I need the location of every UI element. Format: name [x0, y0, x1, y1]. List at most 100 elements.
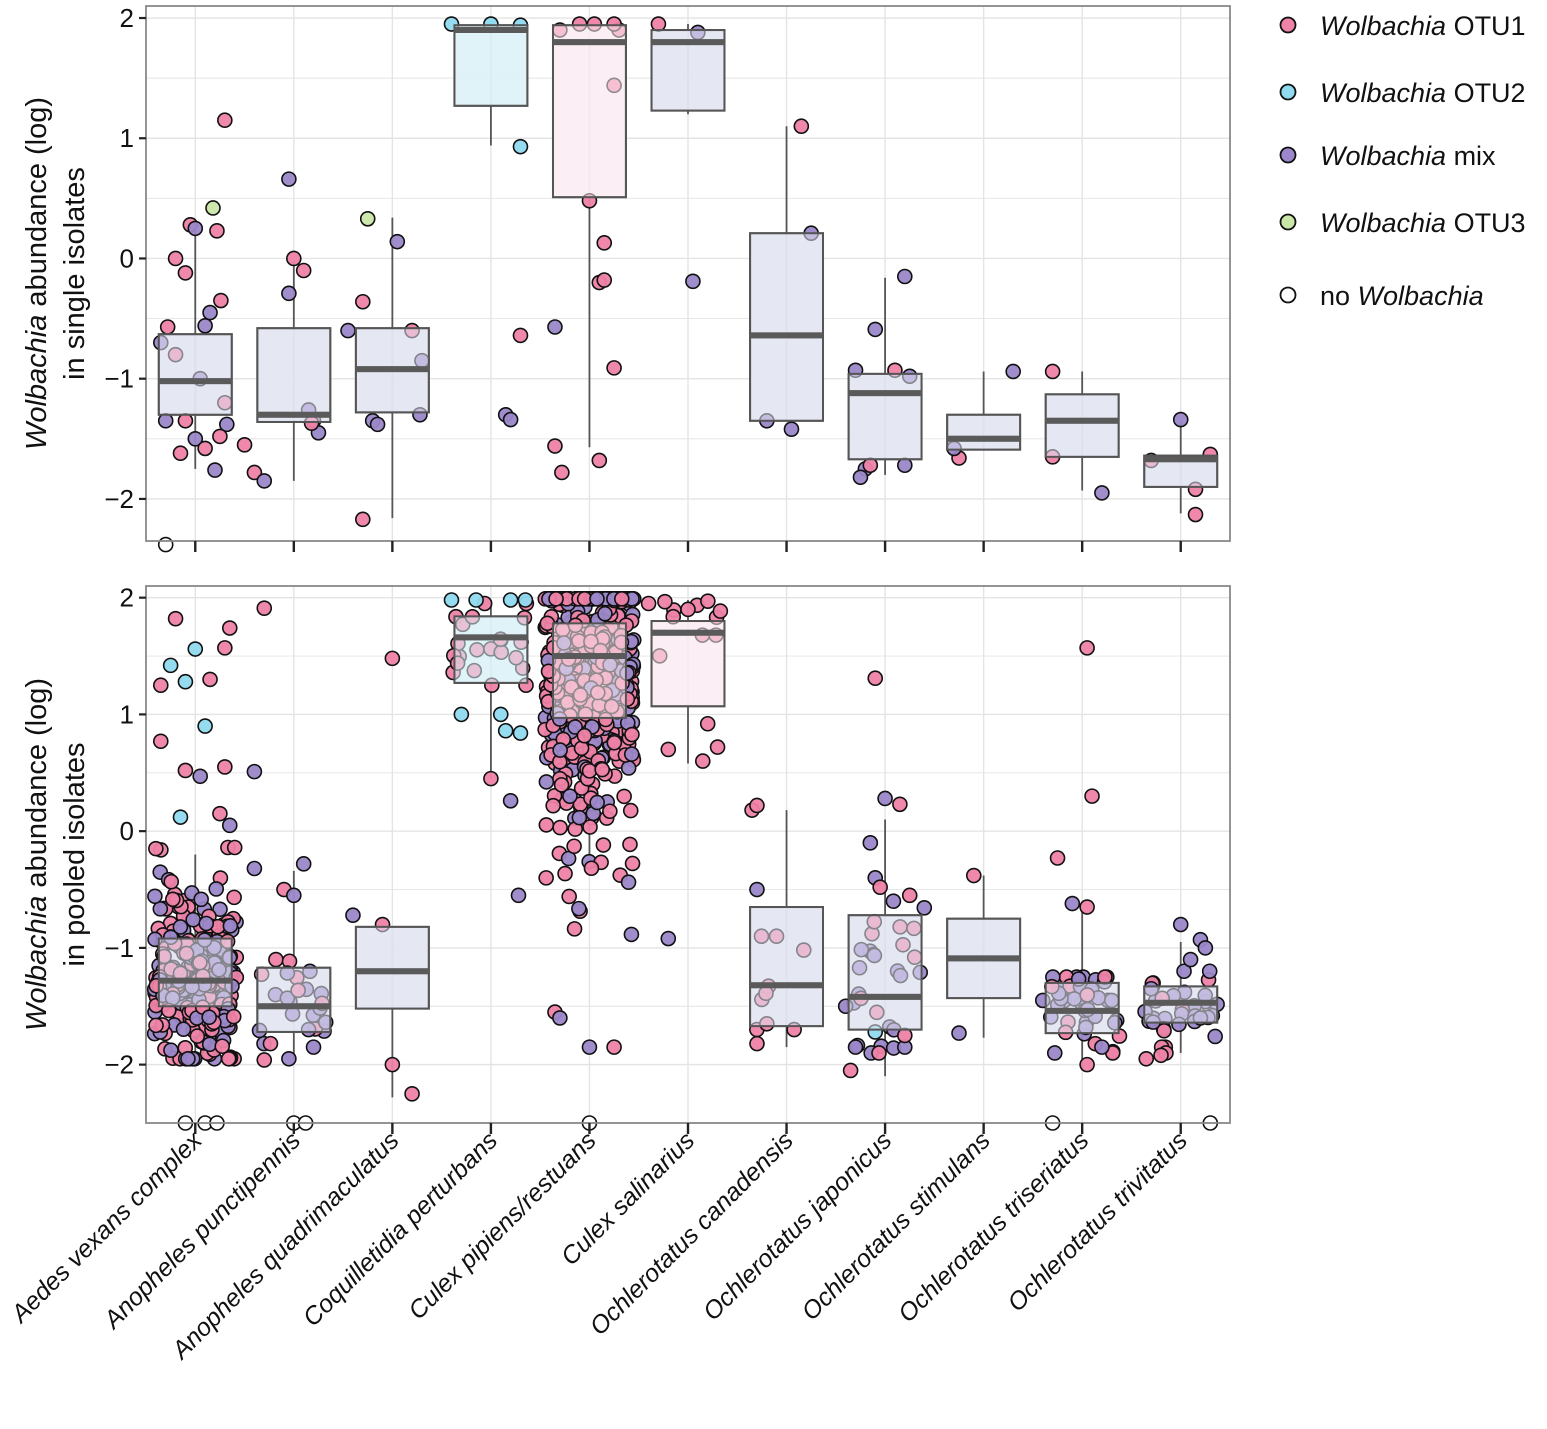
- data-point-otu2: [468, 592, 484, 608]
- data-point-otu1: [581, 763, 598, 779]
- data-point-otu1: [177, 762, 194, 779]
- data-point-otu1: [354, 293, 371, 310]
- legend-item-otu2: Wolbachia OTU2: [1279, 78, 1526, 108]
- legend-label-italic: Wolbachia: [1358, 281, 1484, 311]
- data-point-mix: [389, 233, 406, 250]
- data-point-mix: [1182, 951, 1199, 968]
- data-point-mix: [552, 1010, 568, 1026]
- data-point-mix: [885, 893, 902, 909]
- data-point-otu2: [453, 706, 470, 723]
- panel-single-isolates: 2 1 0 −1 −2 Wolbachia abundance (log) in singl…: [21, 3, 1231, 553]
- data-point-otu1: [606, 360, 622, 376]
- y-tick-label: 0: [120, 243, 134, 273]
- data-point-mix: [256, 473, 273, 489]
- legend-item-none: no Wolbachia: [1279, 281, 1484, 311]
- legend-label-otu1: Wolbachia OTU1: [1320, 11, 1526, 41]
- box-overlay: [453, 24, 529, 107]
- data-point-mix: [623, 746, 640, 762]
- data-point-mix: [896, 457, 913, 474]
- box-overlay: [453, 615, 529, 684]
- data-point-mix: [867, 321, 884, 338]
- data-point-otu1: [384, 1056, 401, 1073]
- data-point-otu1: [548, 591, 564, 607]
- legend-item-otu3: Wolbachia OTU3: [1279, 208, 1526, 238]
- data-point-otu1: [221, 620, 238, 636]
- data-point-otu1: [596, 272, 613, 288]
- data-point-mix: [202, 304, 218, 321]
- data-point-otu1: [286, 250, 302, 267]
- data-point-mix: [581, 1039, 598, 1055]
- x-category-label: Ochlerotatus canadensis: [584, 1126, 798, 1340]
- data-point-mix: [369, 416, 386, 433]
- data-point-mix: [1094, 1039, 1110, 1055]
- data-point-otu1: [538, 817, 555, 833]
- data-point-otu1: [220, 1050, 237, 1067]
- y-axis-label: Wolbachia abundance (log): [21, 97, 53, 450]
- data-point-otu1: [622, 836, 638, 853]
- y-axis-label-italic: Wolbachia: [21, 896, 53, 1031]
- data-point-otu1: [148, 840, 164, 857]
- data-point-mix: [916, 900, 933, 916]
- data-point-mix: [589, 794, 605, 811]
- data-point-otu2: [197, 718, 213, 734]
- box-overlay: [946, 413, 1022, 451]
- legend-marker-otu1: [1279, 16, 1297, 34]
- x-category-label: Ochlerotatus japonicus: [698, 1126, 898, 1326]
- data-point-otu1: [236, 437, 253, 453]
- data-point-mix: [562, 788, 578, 804]
- data-point-otu1: [167, 610, 184, 627]
- data-point-mix: [660, 930, 677, 947]
- data-point-otu1: [552, 819, 568, 836]
- legend-label-rest: mix: [1446, 141, 1496, 171]
- data-point-otu1: [547, 438, 563, 454]
- data-point-mix: [197, 317, 213, 334]
- y-tick-label: 1: [120, 123, 134, 153]
- data-point-otu1: [148, 1017, 164, 1034]
- data-point-otu1: [1153, 1047, 1169, 1064]
- data-point-mix: [1172, 916, 1189, 933]
- box-overlay: [256, 966, 332, 1033]
- legend-label-prefix: no: [1320, 281, 1358, 311]
- data-point-none: [157, 536, 174, 553]
- data-point-mix: [157, 412, 174, 429]
- legend-label-rest: OTU2: [1446, 78, 1526, 108]
- data-point-mix: [547, 319, 563, 335]
- x-category-label: Anopheles punctipennis: [97, 1126, 306, 1335]
- data-point-otu1: [1044, 363, 1061, 380]
- data-point-otu1: [1049, 850, 1066, 866]
- data-point-otu1: [262, 1035, 279, 1052]
- data-point-mix: [538, 774, 555, 790]
- data-point-otu1: [384, 650, 401, 667]
- data-point-otu1: [189, 1028, 206, 1044]
- data-point-otu1: [602, 803, 618, 820]
- data-point-otu1: [197, 440, 213, 457]
- y-tick-label: −1: [104, 364, 134, 394]
- data-point-otu1: [545, 797, 561, 814]
- data-point-otu1: [165, 891, 181, 908]
- data-point-mix: [1094, 485, 1110, 501]
- data-point-otu1: [842, 1062, 859, 1079]
- legend-label-italic: Wolbachia: [1320, 11, 1446, 41]
- data-point-otu2: [443, 592, 460, 608]
- data-point-otu1: [213, 292, 229, 309]
- data-point-otu1: [167, 250, 184, 267]
- y-tick-label: 1: [120, 699, 134, 729]
- data-point-otu2: [177, 673, 194, 690]
- data-point-otu1: [512, 327, 529, 344]
- data-point-otu1: [699, 715, 716, 732]
- data-point-mix: [620, 874, 637, 891]
- panel-pooled-isolates: 2 1 0 −1 −2 Wolbachia abundance (log) in poole…: [21, 583, 1231, 1134]
- x-category-label: Culex pipiens/restuans: [403, 1126, 602, 1325]
- data-point-otu1: [553, 777, 570, 793]
- data-point-otu1: [217, 112, 233, 129]
- data-point-otu1: [582, 819, 598, 835]
- data-point-mix: [623, 926, 640, 943]
- data-point-mix: [896, 268, 913, 285]
- data-point-otu2: [512, 138, 529, 155]
- legend-marker-mix: [1279, 146, 1297, 164]
- x-category-label: Coquilletidia perturbans: [298, 1126, 504, 1332]
- data-point-otu1: [256, 1052, 273, 1068]
- data-point-otu1: [709, 739, 726, 755]
- data-point-otu1: [152, 733, 169, 750]
